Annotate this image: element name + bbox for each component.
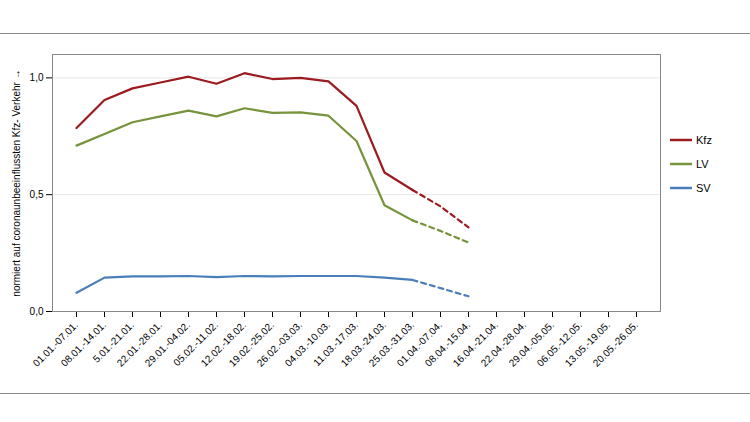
svg-text:18.03.-24.03.: 18.03.-24.03. (338, 319, 389, 369)
svg-text:06.05.-12.05.: 06.05.-12.05. (534, 319, 585, 369)
svg-text:16.04.-21.04.: 16.04.-21.04. (450, 319, 501, 369)
svg-text:29.04.-05.05.: 29.04.-05.05. (506, 319, 557, 369)
html-text:Kfz: Kfz (696, 134, 712, 146)
svg-text:12.02.-18.02.: 12.02.-18.02. (198, 319, 249, 369)
svg-text:22.01.-28.01.: 22.01.-28.01. (114, 319, 165, 369)
svg-text:26.02.-03.03.: 26.02.-03.03. (254, 319, 305, 369)
svg-text:1,0: 1,0 (30, 72, 44, 83)
html-text:SV: SV (696, 182, 711, 194)
svg-text:01.04.-07.04.: 01.04.-07.04. (394, 319, 445, 369)
svg-text:08.01.-14.01.: 08.01.-14.01. (58, 319, 109, 369)
svg-text:5.01.-21.01.: 5.01.-21.01. (90, 319, 137, 365)
svg-text:0,0: 0,0 (30, 306, 44, 317)
svg-text:13.05.-19.05.: 13.05.-19.05. (562, 319, 613, 369)
svg-text:29.01.-04.02.: 29.01.-04.02. (142, 319, 193, 369)
html-text:LV: LV (696, 158, 709, 170)
svg-text:01.01.-07.01.: 01.01.-07.01. (30, 319, 81, 369)
svg-text:19.02.-25.02.: 19.02.-25.02. (226, 319, 277, 369)
svg-text:0,5: 0,5 (30, 189, 44, 200)
svg-text:08.04.-15.04.: 08.04.-15.04. (422, 319, 473, 369)
svg-text:20.05.-26.05.: 20.05.-26.05. (591, 319, 640, 368)
svg-text:25.03.-31.03.: 25.03.-31.03. (366, 319, 417, 369)
svg-text:04.03.-10.03.: 04.03.-10.03. (282, 319, 333, 369)
svg-text:05.02.-11.02.: 05.02.-11.02. (171, 319, 221, 369)
svg-text:normiert auf coronaunbeeinflus: normiert auf coronaunbeeinflussten Kfz- … (11, 69, 22, 296)
svg-text:11.03.-17.03.: 11.03.-17.03. (311, 319, 361, 369)
svg-text:22.04.-28.04.: 22.04.-28.04. (478, 319, 529, 369)
